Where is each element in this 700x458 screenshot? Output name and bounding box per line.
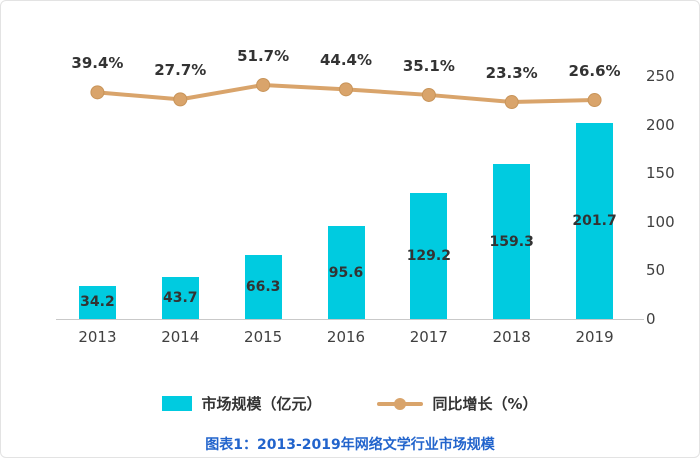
- bar-series-swatch-icon: [162, 396, 193, 411]
- growth-percent-label: 35.1%: [402, 56, 455, 75]
- growth-percent-label: 27.7%: [154, 61, 207, 80]
- line-point-marker: [504, 95, 519, 110]
- bar: [576, 122, 614, 319]
- y-axis-tick-label: 50: [646, 261, 666, 280]
- line-point-marker: [587, 93, 602, 108]
- bar: [78, 285, 116, 319]
- y-axis-tick-label: 0: [646, 310, 656, 328]
- line-point-marker: [421, 87, 436, 102]
- legend-label-market-scale: 市场规模（亿元）: [201, 395, 322, 413]
- growth-percent-label: 51.7%: [237, 46, 290, 65]
- line-point-marker: [339, 82, 353, 97]
- y-axis-tick-label: 100: [646, 212, 675, 231]
- growth-percent-label: 44.4%: [319, 51, 373, 70]
- growth-percent-label: 26.6%: [568, 62, 621, 81]
- bar-value-label: 66.3: [245, 278, 281, 295]
- x-axis-label: 2016: [326, 328, 366, 346]
- x-axis-label: 2014: [161, 328, 200, 346]
- bar: [161, 276, 199, 319]
- legend: 市场规模（亿元） 同比增长（%）: [1, 393, 699, 414]
- bar-value-label: 43.7: [163, 289, 198, 306]
- growth-percent-label: 23.3%: [485, 64, 538, 83]
- x-axis-label: 2015: [244, 328, 283, 346]
- bar-value-label: 201.7: [572, 212, 617, 229]
- y-axis-tick-label: 150: [646, 164, 675, 183]
- line-point-marker: [173, 92, 188, 107]
- legend-item-market-scale: 市场规模（亿元）: [162, 393, 321, 414]
- line-marker-dot: [394, 397, 407, 410]
- x-axis-label: 2013: [78, 328, 117, 346]
- bar-value-label: 129.2: [406, 248, 451, 265]
- line-point-marker: [90, 85, 105, 100]
- y-axis-tick-label: 200: [646, 115, 675, 134]
- legend-item-yoy-growth: 同比增长（%）: [377, 393, 538, 414]
- bar: [410, 193, 448, 319]
- bar-value-label: 34.2: [80, 294, 115, 311]
- x-axis-label: 2017: [409, 328, 448, 346]
- bar-value-label: 95.6: [328, 264, 364, 281]
- growth-percent-label: 39.4%: [71, 54, 124, 73]
- bar: [327, 226, 365, 319]
- yoy-growth-line: [95, 82, 597, 105]
- y-axis-tick-label: 250: [646, 67, 675, 85]
- legend-label-yoy-growth: 同比增长（%）: [432, 395, 538, 413]
- x-axis-label: 2018: [492, 328, 531, 346]
- line-point-marker: [256, 77, 271, 92]
- figure-caption: 图表1：2013-2019年网络文学行业市场规模: [205, 437, 495, 453]
- x-axis-line: [56, 319, 644, 320]
- bar: [493, 164, 531, 319]
- x-axis-label: 2019: [575, 328, 614, 346]
- line-series-marker-icon: [377, 397, 424, 411]
- bar-value-label: 159.3: [489, 233, 534, 250]
- bar: [244, 254, 282, 319]
